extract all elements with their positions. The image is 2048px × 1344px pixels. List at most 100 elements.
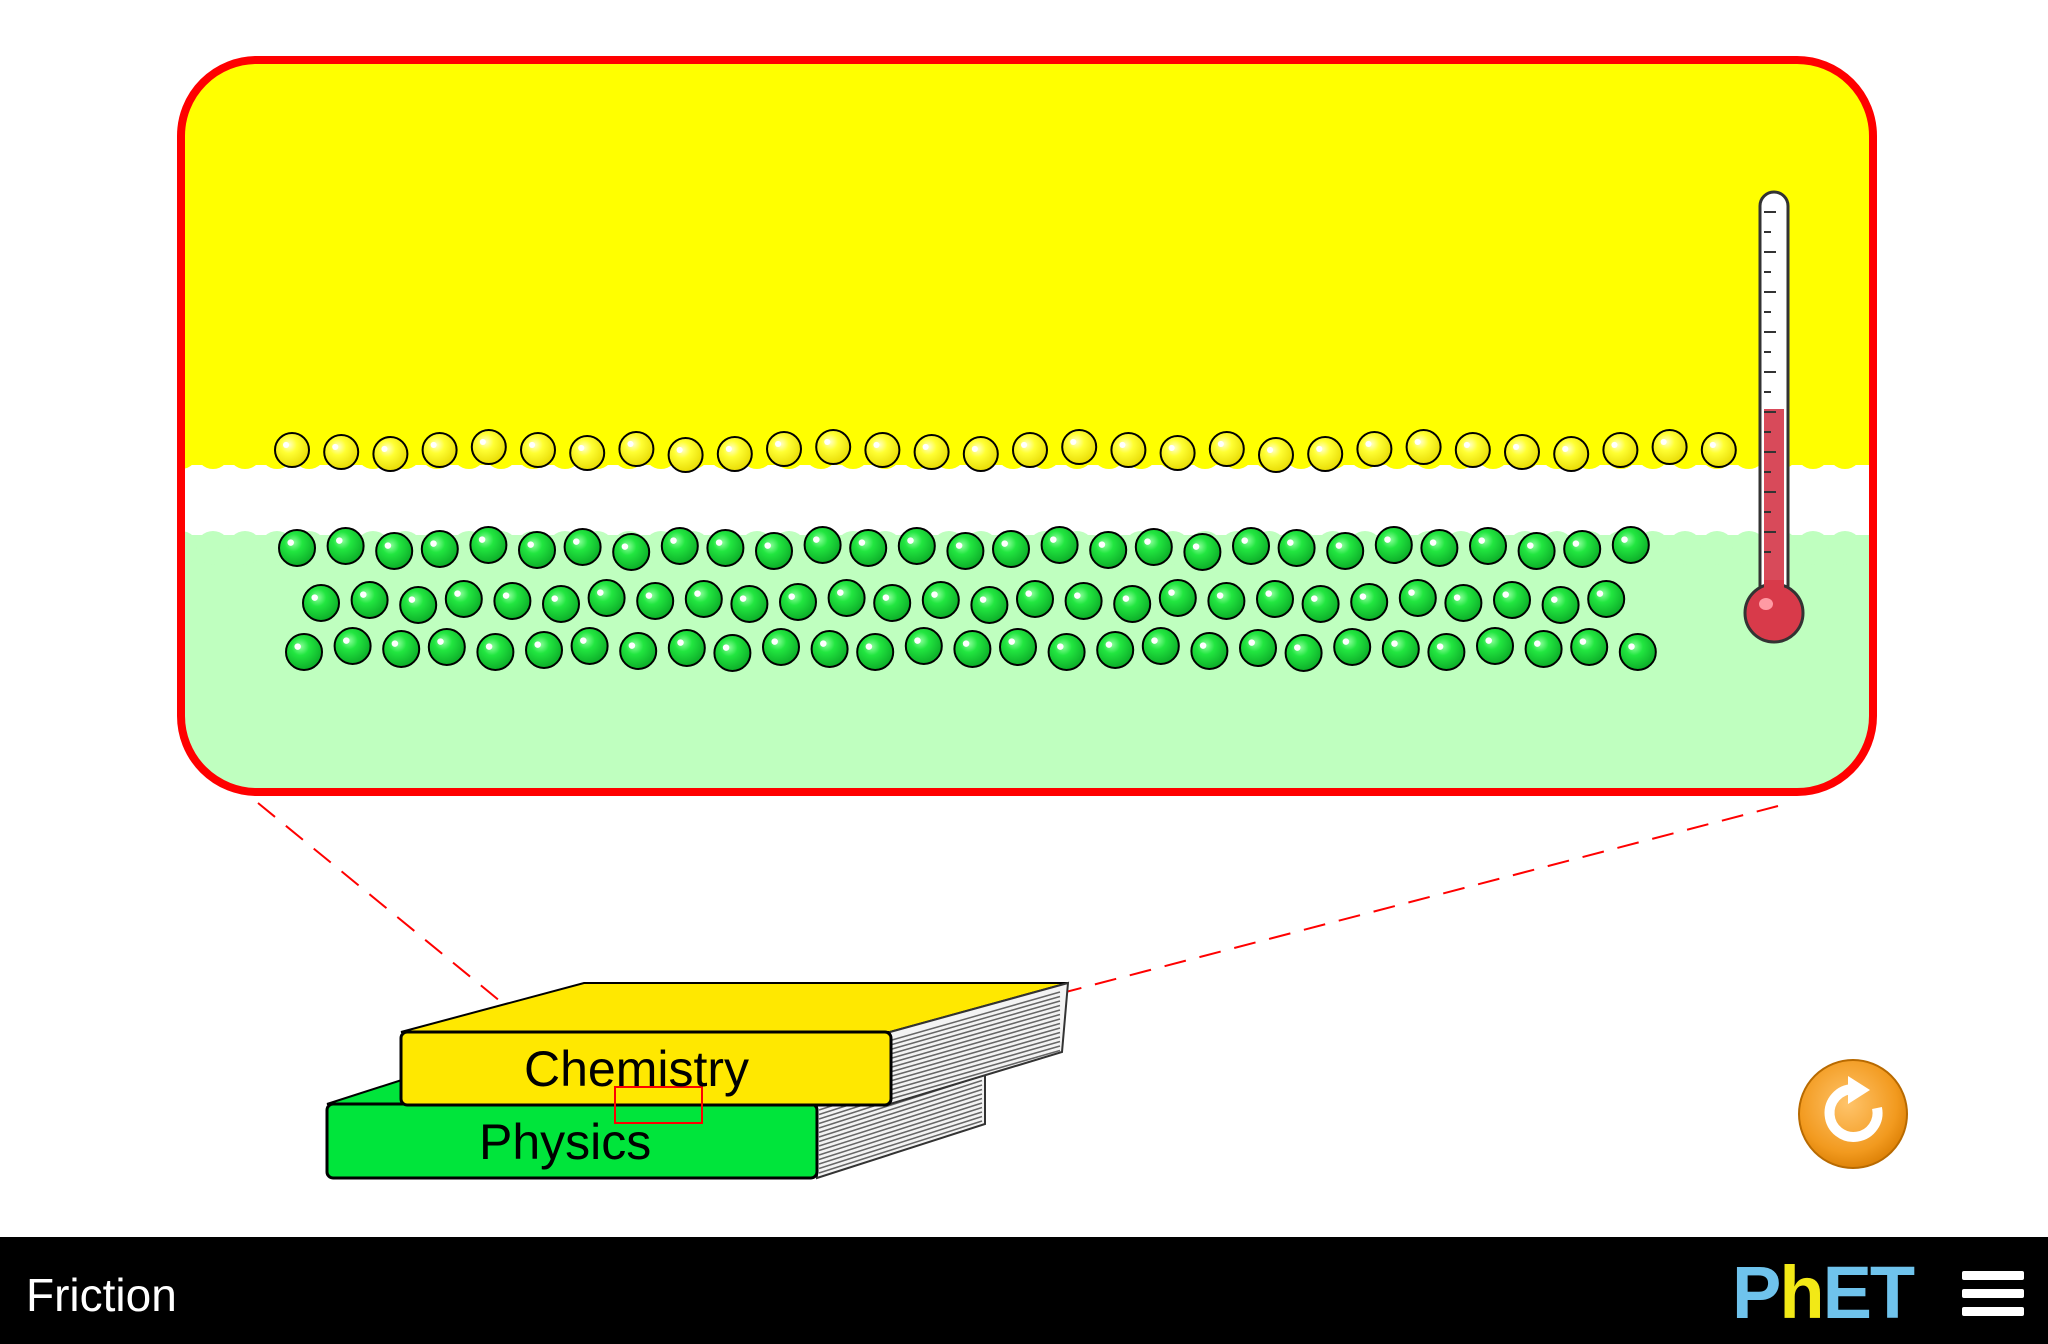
green-atom <box>1239 629 1277 667</box>
green-atom <box>706 529 745 567</box>
yellow-atom <box>470 429 507 465</box>
yellow-atom <box>1012 432 1048 468</box>
phet-logo-text-et: ET <box>1822 1251 1916 1334</box>
page-line <box>891 1040 1061 1091</box>
green-atom <box>1427 633 1466 671</box>
yellow-atom <box>667 437 704 473</box>
green-atom <box>999 628 1037 666</box>
green-atom <box>1398 579 1437 617</box>
green-atom <box>1541 586 1580 624</box>
green-atom <box>1040 526 1079 564</box>
yellow-atom <box>1553 436 1590 472</box>
green-atom <box>1064 582 1103 620</box>
green-atom <box>469 526 508 564</box>
reset-all-button[interactable] <box>1798 1059 1908 1169</box>
yellow-atom <box>520 432 556 468</box>
yellow-atom <box>962 436 999 472</box>
bottom-edge-bump <box>196 531 230 565</box>
green-atom <box>1587 580 1626 618</box>
thermometer-ticks <box>1764 211 1776 553</box>
page-line <box>891 1045 1061 1095</box>
green-atom <box>904 627 943 665</box>
chemistry-book[interactable] <box>399 981 1070 1107</box>
yellow-atom <box>1208 431 1245 467</box>
top-edge-bump <box>181 435 198 469</box>
hamburger-menu-icon[interactable] <box>1962 1269 2024 1319</box>
magnifier-border <box>177 56 1877 796</box>
page-line <box>818 1115 983 1170</box>
green-atom <box>803 526 842 564</box>
green-atom <box>285 633 323 671</box>
page-line <box>818 1097 983 1152</box>
green-atom <box>1047 633 1086 671</box>
green-atom <box>1183 533 1222 571</box>
green-atom <box>382 630 421 668</box>
green-atom <box>1096 631 1135 669</box>
page-line <box>818 1120 983 1174</box>
green-atom <box>667 629 706 667</box>
page-line <box>891 995 1061 1046</box>
green-atom <box>1381 630 1420 668</box>
phet-logo-text-h: h <box>1779 1251 1824 1334</box>
top-edge-bump <box>1732 435 1766 469</box>
yellow-atom <box>913 434 950 470</box>
yellow-atom <box>1307 436 1344 472</box>
bottom-edge-bump <box>1668 531 1702 565</box>
page-line <box>818 1084 983 1138</box>
green-atom <box>427 628 466 666</box>
yellow-atom <box>716 436 753 472</box>
magnified-region-marker <box>614 1086 703 1124</box>
green-atom <box>1141 627 1180 665</box>
green-atom <box>563 528 602 566</box>
green-atom <box>570 627 609 665</box>
page-line <box>891 1000 1061 1050</box>
green-atom <box>1301 585 1340 623</box>
green-atom <box>810 630 849 668</box>
green-atom <box>518 531 556 569</box>
yellow-atom <box>1356 431 1393 467</box>
top-edge-bump <box>1796 435 1830 469</box>
green-atom <box>542 585 580 623</box>
green-atom <box>1374 526 1413 564</box>
navigation-bar: Friction PhET <box>0 1237 2048 1344</box>
green-atom <box>619 632 658 670</box>
thermometer <box>1743 190 1805 644</box>
page-line <box>891 991 1061 1041</box>
green-atom <box>1524 630 1563 668</box>
green-atom <box>1284 634 1323 672</box>
green-atom <box>1232 527 1270 565</box>
yellow-atom <box>1504 434 1540 470</box>
green-atom <box>873 584 912 622</box>
top-material-surface <box>181 60 1873 465</box>
green-atom <box>399 586 438 624</box>
green-atom <box>856 633 895 671</box>
magnifier-window <box>177 56 1877 796</box>
bottom-edge-bump <box>1732 531 1766 565</box>
green-atom <box>1277 529 1316 567</box>
green-atom <box>970 586 1009 624</box>
page-line <box>818 1079 983 1134</box>
yellow-atom <box>421 432 458 468</box>
page-line <box>891 1022 1061 1073</box>
green-atom <box>660 527 699 565</box>
yellow-atom <box>1159 435 1196 471</box>
green-atom <box>1256 580 1294 618</box>
top-edge-bump <box>196 435 230 469</box>
page-line <box>818 1106 983 1161</box>
green-atom <box>953 630 992 668</box>
green-atom <box>350 581 389 619</box>
green-atom <box>1444 584 1483 622</box>
yellow-atom <box>274 432 310 468</box>
page-line <box>891 1013 1061 1064</box>
page-line <box>891 1036 1061 1086</box>
yellow-atom <box>864 432 901 468</box>
page-line <box>818 1111 983 1165</box>
green-atom <box>1326 532 1365 570</box>
green-atom <box>587 579 626 617</box>
bottom-edge-bump <box>1700 531 1734 565</box>
green-atom <box>1517 532 1556 570</box>
phet-logo[interactable]: PhET <box>1732 1256 1915 1330</box>
page-line <box>891 1049 1061 1100</box>
green-atom <box>1476 627 1514 665</box>
yellow-atom <box>1405 429 1442 465</box>
